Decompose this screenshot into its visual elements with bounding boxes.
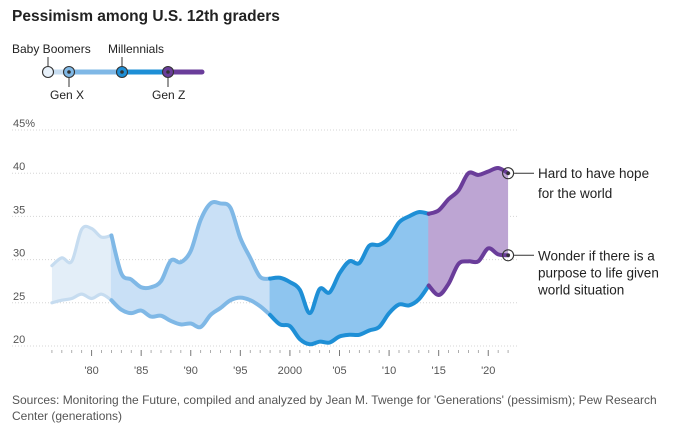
series-annotations: Hard to have hope for the world Wonder if … — [502, 166, 659, 297]
y-tick-label-25: 25 — [13, 291, 25, 303]
line-purpose-gen-z — [426, 246, 511, 298]
annotation-text-1-1: purpose to life given — [538, 265, 659, 280]
line-hope-baby-boomers — [50, 224, 114, 268]
line-hope-gen-x — [109, 200, 273, 291]
y-tick-label-45: 45% — [13, 118, 35, 130]
line-hope-gen-z — [426, 166, 511, 216]
area-gen-x — [111, 202, 271, 328]
source-note: Sources: Monitoring the Future, compiled… — [12, 393, 657, 423]
annotation-text-0-0: Hard to have hope — [538, 166, 649, 181]
x-tick-label-1995: '95 — [233, 365, 247, 377]
legend-marker-dot-2 — [120, 70, 124, 74]
x-tick-label-2020: '20 — [481, 365, 495, 377]
legend-marker-dot-1 — [67, 70, 71, 74]
legend-label-1: Gen X — [50, 88, 84, 102]
area-gen-z — [428, 167, 509, 296]
annotation-marker-dot-0 — [506, 171, 510, 175]
line-purpose-gen-x — [109, 295, 273, 330]
annotation-marker-dot-1 — [506, 253, 510, 258]
area-baby-boomers — [51, 226, 112, 303]
x-tick-label-2015: '15 — [431, 365, 445, 377]
area-millennials — [270, 212, 429, 345]
x-tick-label-2010: '10 — [382, 365, 396, 377]
x-tick-label-2000: 2000 — [278, 365, 302, 377]
x-tick-label-2005: '05 — [332, 365, 346, 377]
x-tick-label-1985: '85 — [134, 365, 148, 377]
generation-areas — [51, 167, 509, 345]
line-purpose-baby-boomers — [50, 292, 114, 305]
legend-marker-dot-3 — [166, 70, 170, 74]
generation-legend: Baby Boomers Gen X Millennials Gen Z — [12, 42, 205, 102]
annotation-text-0-1: for the world — [538, 186, 612, 201]
line-hope-millennials — [268, 210, 431, 316]
y-tick-label-30: 30 — [13, 248, 25, 260]
legend-label-0: Baby Boomers — [12, 42, 91, 56]
legend-label-2: Millennials — [108, 42, 164, 56]
annotation-text-1-2: world situation — [537, 282, 624, 297]
annotation-text-1-0: Wonder if there is a — [538, 248, 655, 263]
legend-label-3: Gen Z — [152, 88, 185, 102]
line-purpose-millennials — [268, 283, 431, 347]
series-lines — [50, 166, 511, 347]
legend-marker-0 — [41, 65, 55, 79]
y-tick-label-35: 35 — [13, 204, 25, 216]
chart-title: Pessimism among U.S. 12th graders — [12, 8, 280, 25]
y-tick-label-40: 40 — [13, 161, 25, 173]
x-tick-label-1990: '90 — [184, 365, 198, 377]
annotation-marker-0 — [502, 167, 515, 180]
pessimism-chart: Baby Boomers Gen X Millennials Gen Z 20 25 30… — [12, 42, 659, 377]
x-axis: '80 '85 '90 '95 2000 '05 '10 '15 '20 — [51, 350, 509, 377]
x-tick-label-1980: '80 — [84, 365, 98, 377]
y-tick-label-20: 20 — [13, 334, 25, 346]
annotation-marker-1 — [502, 249, 515, 262]
